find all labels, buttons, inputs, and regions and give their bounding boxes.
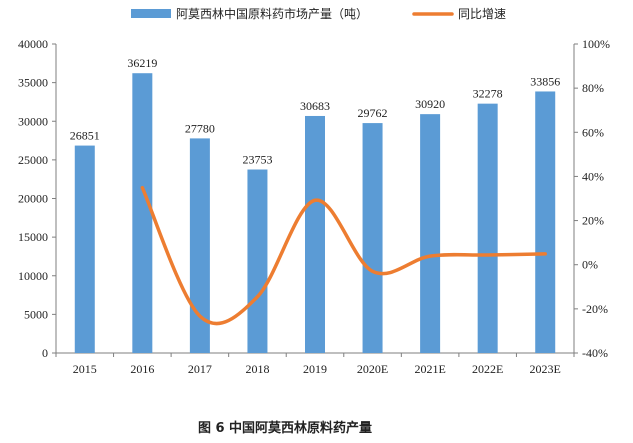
chart-axes: 0 5000 10000 15000 20000 25000 30000 35000 40000…	[18, 37, 610, 376]
bar	[535, 91, 556, 353]
chart-title: 图 6 中国阿莫西林原料药产量	[198, 420, 372, 436]
bar-data-label: 27780	[185, 121, 215, 135]
left-tick-label: 25000	[18, 153, 48, 167]
legend-label-line: 同比增速	[458, 7, 506, 21]
bar-data-label: 26851	[70, 129, 100, 143]
bar	[420, 114, 441, 353]
bar-data-label: 36219	[127, 56, 157, 70]
left-tick-label: 15000	[18, 230, 48, 244]
bar-series	[74, 73, 556, 354]
left-tick-label: 10000	[18, 269, 48, 283]
right-tick-label: 40%	[582, 169, 604, 183]
growth-rate-line	[140, 185, 547, 326]
bar	[362, 123, 383, 353]
line-series	[140, 185, 547, 326]
bar	[247, 169, 268, 353]
left-tick-label: 0	[42, 346, 48, 360]
left-tick-label: 20000	[18, 192, 48, 206]
x-tick-label: 2015	[73, 362, 97, 376]
x-tick-label: 2022E	[472, 362, 503, 376]
left-tick-label: 35000	[18, 76, 48, 90]
bar-data-label: 32278	[473, 87, 503, 101]
bar	[132, 73, 153, 353]
x-tick-label: 2020E	[357, 362, 388, 376]
bar	[74, 145, 95, 353]
bar-data-label: 33856	[530, 74, 560, 88]
left-tick-label: 30000	[18, 114, 48, 128]
bar	[477, 103, 498, 353]
right-tick-label: -40%	[582, 346, 608, 360]
bar-data-label: 30683	[300, 99, 330, 113]
x-tick-label: 2019	[303, 362, 327, 376]
left-tick-label: 5000	[24, 307, 48, 321]
left-tick-label: 40000	[18, 37, 48, 51]
right-tick-label: 60%	[582, 125, 604, 139]
legend-swatch-bar	[131, 9, 171, 18]
x-tick-label: 2017	[188, 362, 212, 376]
right-tick-label: -20%	[582, 302, 608, 316]
legend-label-bar: 阿莫西林中国原料药市场产量（吨）	[176, 6, 368, 21]
right-tick-label: 20%	[582, 214, 604, 228]
data-labels: 26851 36219 27780 23753 30683 29762 30920 32278…	[70, 56, 560, 166]
bar	[189, 138, 210, 353]
x-tick-label: 2023E	[530, 362, 561, 376]
x-tick-label: 2016	[130, 362, 154, 376]
right-tick-label: 100%	[582, 37, 610, 51]
bar-data-label: 23753	[242, 153, 272, 167]
bar-data-label: 30920	[415, 97, 445, 111]
x-tick-label: 2021E	[414, 362, 445, 376]
right-tick-label: 80%	[582, 81, 604, 95]
right-tick-label: 0%	[582, 258, 598, 272]
bar	[305, 115, 325, 354]
bar-data-label: 29762	[358, 106, 388, 120]
chart-legend: 阿莫西林中国原料药市场产量（吨） 同比增速	[131, 6, 506, 21]
x-tick-label: 2018	[245, 362, 269, 376]
